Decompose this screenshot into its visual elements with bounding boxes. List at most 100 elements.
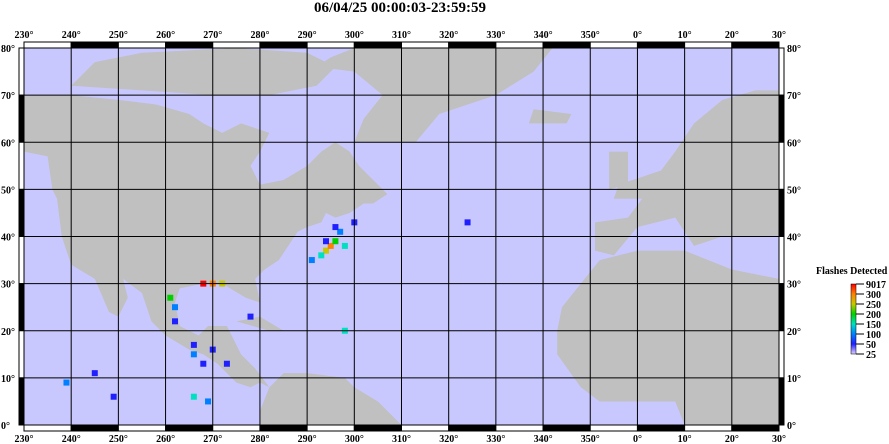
lon-tick-label: 250° [109,30,128,41]
lat-tick-label: 30° [1,280,15,291]
border-segment [259,41,308,49]
lon-tick-label: 300° [345,30,364,41]
border-segment [259,424,308,432]
border-segment [731,41,780,49]
lon-tick-label: 290° [298,30,317,41]
lat-tick-label: 50° [787,185,801,196]
lon-tick-label: 10° [678,30,692,41]
flash-cell [323,238,329,245]
border-segment [448,41,497,49]
land-south-america [259,373,402,425]
lon-tick-label: 30° [772,434,786,444]
border-segment [589,424,638,432]
lon-tick-label: 20° [725,30,739,41]
border-segment [636,424,686,432]
colorbar-label: 25 [866,350,876,361]
lat-tick-label: 20° [1,327,15,338]
flash-cell [464,219,471,226]
map-title: 06/04/25 00:00:03-23:59:59 [313,0,487,16]
lat-tick-label: 10° [1,374,15,385]
border-segment [636,41,686,49]
land-britain [609,151,628,190]
lat-tick-label: 40° [1,233,15,244]
border-segment [117,424,167,432]
flash-cell [63,379,70,386]
lat-tick-label: 0° [787,421,796,432]
border-segment [778,377,785,426]
border-segment [778,283,785,332]
lat-tick-label: 80° [1,44,15,55]
lon-tick-label: 320° [439,434,458,444]
flash-cell [323,247,329,254]
flash-cell [190,341,197,348]
border-segment [70,41,119,49]
border-segment [23,424,72,432]
lon-tick-label: 350° [581,30,600,41]
border-segment [542,424,591,432]
lon-tick-label: 10° [678,434,692,444]
border-segment [306,424,355,432]
lon-tick-label: 240° [62,434,81,444]
colorbar-label: 50 [866,340,876,351]
flash-cell [223,360,230,367]
lon-tick-label: 280° [250,30,269,41]
border-segment [165,41,214,49]
border-segment [401,41,450,49]
border-segment [212,424,261,432]
border-segment [542,41,591,49]
lon-tick-label: 330° [486,30,505,41]
border-segment [778,330,785,379]
lon-tick-label: 30° [772,30,786,41]
border-segment [18,283,25,332]
flash-cell [341,242,348,249]
border-segment [684,41,733,49]
lon-tick-label: 280° [250,434,269,444]
colorbar-label: 150 [866,320,881,331]
border-segment [212,41,261,49]
border-segment [684,424,733,432]
lon-tick-label: 20° [725,434,739,444]
border-segment [70,424,119,432]
lat-tick-label: 30° [787,280,801,291]
flash-cell [190,393,197,400]
border-segment [18,94,25,143]
border-segment [117,41,167,49]
border-segment [778,47,785,96]
lat-tick-label: 40° [787,233,801,244]
land-iceland [528,109,572,124]
border-segment [448,424,497,432]
lat-tick-label: 70° [787,91,801,102]
lat-tick-label: 10° [787,374,801,385]
border-segment [778,188,785,237]
border-segment [18,141,25,190]
border-segment [18,330,25,379]
border-segment [589,41,638,49]
border-segment [18,236,25,285]
land-europe [594,90,779,256]
land-north-america [24,95,388,388]
legend-title: Flashes Detected [816,266,888,277]
flash-cell [172,304,178,311]
colorbar-label: 9017 [866,280,886,291]
border-segment [18,377,25,426]
border-segment [353,41,402,49]
lon-tick-label: 230° [15,434,34,444]
border-segment [495,424,544,432]
lat-tick-label: 20° [787,327,801,338]
border-segment [165,424,214,432]
lon-tick-label: 260° [156,30,175,41]
border-segment [23,41,72,49]
colorbar [850,283,857,355]
flash-cell [332,224,339,231]
colorbar-label: 250 [866,300,881,311]
flash-cell [172,318,178,325]
lon-tick-label: 240° [62,30,81,41]
flash-cell [91,370,98,377]
lon-tick-label: 270° [203,434,222,444]
lat-tick-label: 80° [787,44,801,55]
lon-tick-label: 0° [633,434,642,444]
lon-tick-label: 0° [633,30,642,41]
colorbar-label: 300 [866,290,881,301]
lon-tick-label: 320° [439,30,458,41]
border-segment [778,94,785,143]
